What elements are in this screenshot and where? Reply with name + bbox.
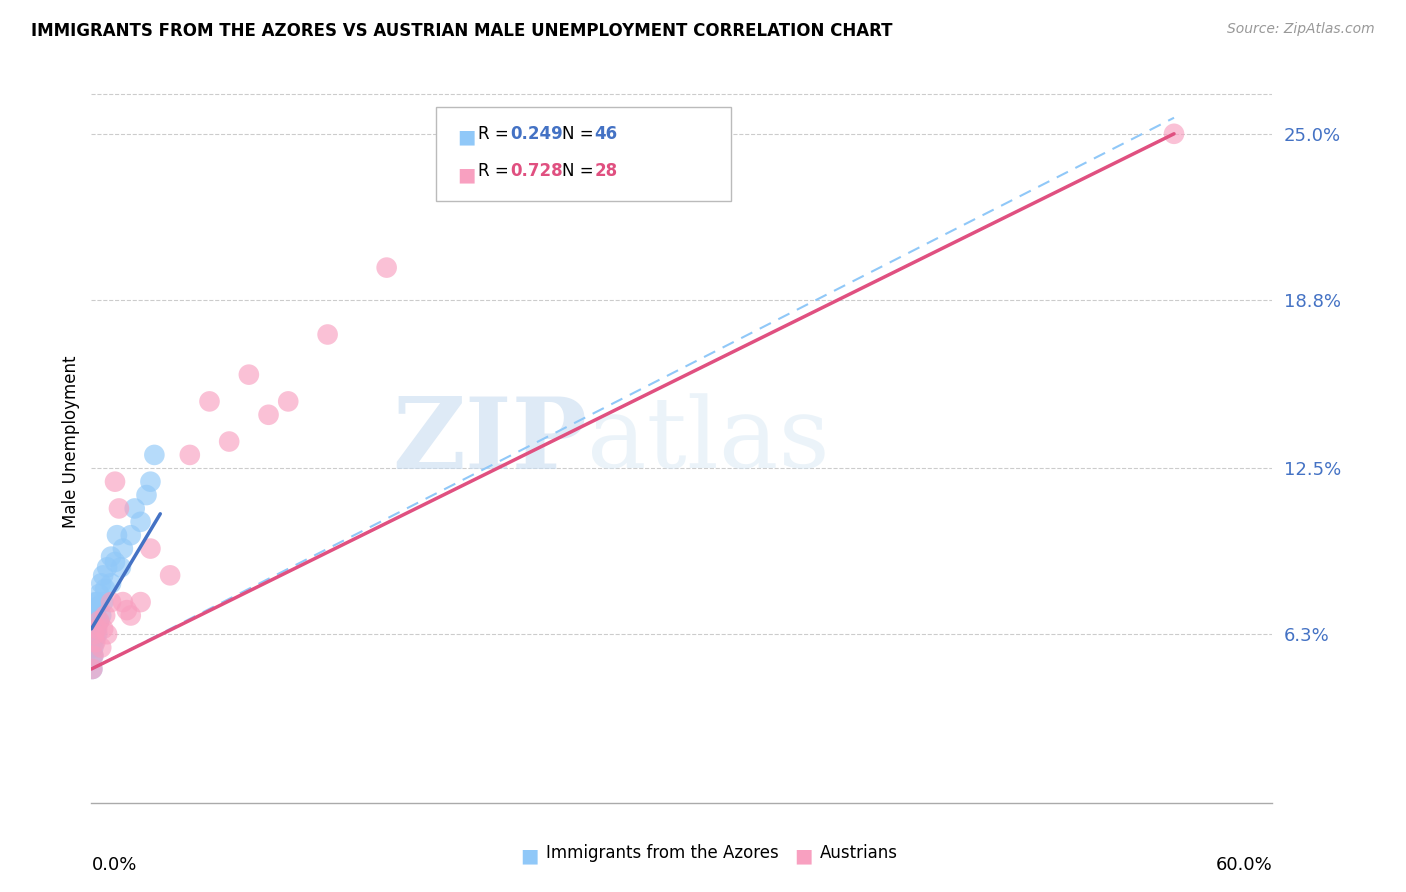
Text: ■: ■ bbox=[794, 847, 813, 865]
Point bbox=[238, 368, 260, 382]
Point bbox=[82, 648, 104, 663]
Point bbox=[316, 327, 339, 342]
Point bbox=[129, 595, 152, 609]
Point bbox=[90, 608, 112, 623]
Point bbox=[82, 622, 104, 636]
Point bbox=[86, 600, 108, 615]
Point bbox=[83, 616, 105, 631]
Point bbox=[84, 614, 107, 628]
Point bbox=[89, 614, 111, 628]
Text: Immigrants from the Azores: Immigrants from the Azores bbox=[546, 844, 779, 862]
Point bbox=[84, 603, 107, 617]
Text: R =: R = bbox=[478, 162, 515, 180]
Point bbox=[91, 595, 114, 609]
Point bbox=[86, 627, 108, 641]
Point bbox=[115, 603, 138, 617]
Point bbox=[124, 501, 146, 516]
Text: Source: ZipAtlas.com: Source: ZipAtlas.com bbox=[1227, 22, 1375, 37]
Point bbox=[120, 528, 142, 542]
Text: 0.0%: 0.0% bbox=[91, 856, 136, 874]
Point bbox=[129, 515, 152, 529]
Text: ■: ■ bbox=[520, 847, 538, 865]
Point bbox=[82, 648, 104, 663]
Point bbox=[86, 595, 108, 609]
Point bbox=[86, 608, 108, 623]
Point bbox=[135, 488, 157, 502]
Point bbox=[94, 582, 117, 596]
Point bbox=[82, 622, 104, 636]
Point bbox=[105, 528, 128, 542]
Text: 28: 28 bbox=[595, 162, 617, 180]
Point bbox=[100, 549, 122, 564]
Point bbox=[120, 608, 142, 623]
Point bbox=[82, 640, 104, 655]
Point bbox=[100, 576, 122, 591]
Text: ■: ■ bbox=[457, 128, 475, 146]
Point bbox=[84, 630, 107, 644]
Point bbox=[100, 595, 122, 609]
Text: ■: ■ bbox=[457, 165, 475, 184]
Point bbox=[84, 595, 107, 609]
Point bbox=[139, 475, 162, 489]
Text: atlas: atlas bbox=[588, 393, 830, 490]
Point bbox=[104, 475, 127, 489]
Point bbox=[198, 394, 221, 409]
Text: 0.249: 0.249 bbox=[510, 125, 564, 143]
Point bbox=[104, 555, 127, 569]
Point bbox=[82, 603, 104, 617]
Text: IMMIGRANTS FROM THE AZORES VS AUSTRIAN MALE UNEMPLOYMENT CORRELATION CHART: IMMIGRANTS FROM THE AZORES VS AUSTRIAN M… bbox=[31, 22, 893, 40]
Point bbox=[83, 608, 105, 623]
Point bbox=[179, 448, 201, 462]
Point bbox=[90, 640, 112, 655]
Point bbox=[96, 560, 118, 574]
Text: 46: 46 bbox=[595, 125, 617, 143]
Point bbox=[86, 622, 108, 636]
Point bbox=[90, 576, 112, 591]
Point bbox=[82, 662, 104, 676]
Point bbox=[91, 568, 114, 582]
Point bbox=[139, 541, 162, 556]
Point bbox=[277, 394, 299, 409]
Point bbox=[82, 648, 104, 663]
Text: N =: N = bbox=[562, 125, 599, 143]
Text: 0.728: 0.728 bbox=[510, 162, 562, 180]
Point bbox=[218, 434, 240, 449]
Text: Austrians: Austrians bbox=[820, 844, 897, 862]
Point bbox=[89, 587, 111, 601]
Point bbox=[111, 541, 134, 556]
Point bbox=[257, 408, 280, 422]
Point bbox=[1163, 127, 1185, 141]
Point bbox=[84, 635, 107, 649]
Point bbox=[375, 260, 398, 275]
Point bbox=[89, 614, 111, 628]
Point bbox=[86, 614, 108, 628]
Point bbox=[83, 627, 105, 641]
Point bbox=[82, 630, 104, 644]
Point bbox=[111, 595, 134, 609]
Point bbox=[83, 627, 105, 641]
Text: ZIP: ZIP bbox=[392, 393, 588, 490]
Point bbox=[94, 608, 117, 623]
Point bbox=[82, 635, 104, 649]
Point bbox=[96, 627, 118, 641]
Point bbox=[82, 614, 104, 628]
Point bbox=[108, 501, 131, 516]
Point bbox=[82, 662, 104, 676]
Text: N =: N = bbox=[562, 162, 599, 180]
Text: 60.0%: 60.0% bbox=[1216, 856, 1272, 874]
Point bbox=[159, 568, 181, 582]
Point bbox=[84, 622, 107, 636]
Y-axis label: Male Unemployment: Male Unemployment bbox=[62, 355, 80, 528]
Point bbox=[91, 622, 114, 636]
Point bbox=[143, 448, 166, 462]
Text: R =: R = bbox=[478, 125, 515, 143]
Point bbox=[86, 622, 108, 636]
Point bbox=[110, 560, 132, 574]
Point bbox=[82, 627, 104, 641]
Point bbox=[83, 635, 105, 649]
